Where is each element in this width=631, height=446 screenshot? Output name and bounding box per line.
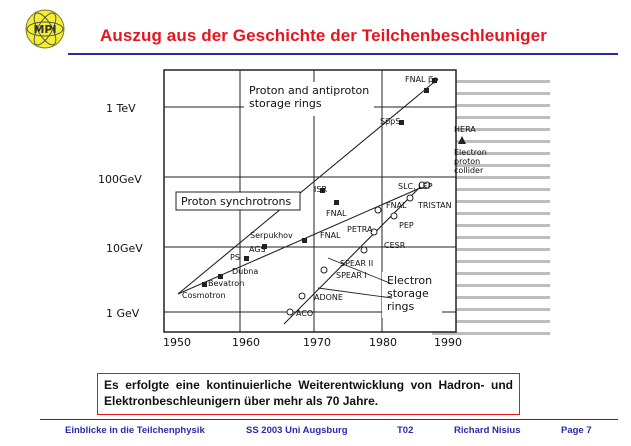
summary-callout: Es erfolgte eine kontinuierliche Weitere… [97, 373, 520, 415]
x-tick-1970: 1970 [303, 336, 331, 349]
machine-fnal-1: FNAL [326, 209, 347, 218]
machine-spps: Sp̅pS [380, 117, 400, 126]
y-tick-1tev: 1 TeV [106, 102, 136, 115]
machine-cosmotron: Cosmotron [182, 291, 226, 300]
machine-pep: PEP [399, 221, 414, 230]
footer: Einblicke in die Teilchenphysik SS 2003 … [0, 425, 631, 439]
machine-tristan: TRISTAN [417, 201, 452, 210]
machine-fnal-2: FNAL [386, 201, 407, 210]
machine-dubna: Dubna [232, 267, 258, 276]
background-text-ghost [432, 80, 550, 335]
machine-isr: ISR [314, 185, 327, 194]
y-tick-100gev: 100GeV [98, 173, 142, 186]
label-proton-synchrotrons: Proton synchrotrons [181, 195, 292, 208]
machine-ps: PS [230, 253, 240, 262]
livingston-plot-svg: 1 TeV 100GeV 10GeV 1 GeV 1950 1960 1970 … [98, 69, 550, 349]
footer-id: T02 [397, 425, 414, 436]
label-electron-storage-3: rings [387, 300, 415, 313]
machine-hera: HERA [454, 125, 476, 134]
footer-rule [40, 419, 618, 420]
y-tick-10gev: 10GeV [106, 242, 143, 255]
hera-marker [458, 136, 466, 144]
label-electron-proton-2: proton [454, 157, 480, 166]
machine-cesr: CESR [384, 241, 406, 250]
x-tick-1950: 1950 [163, 336, 191, 349]
label-proton-antiproton-2: storage rings [249, 97, 322, 110]
machine-serpukhov: Serpukhov [250, 231, 293, 240]
label-proton-antiproton-1: Proton and antiproton [249, 84, 369, 97]
machine-petra: PETRA [347, 225, 373, 234]
machine-bevatron: Bevatron [208, 279, 244, 288]
x-tick-1960: 1960 [232, 336, 260, 349]
slide-title: Auszug aus der Geschichte der Teilchenbe… [100, 26, 547, 45]
box-electron-storage [382, 272, 442, 318]
label-electron-storage-1: Electron [387, 274, 432, 287]
title-rule [68, 53, 618, 55]
machine-ags: AGS [249, 245, 266, 254]
machine-fnal-ppbar: FNAL p̅p [405, 75, 438, 84]
box-proton-antiproton [244, 82, 374, 116]
electron-markers [286, 181, 431, 316]
machine-fnal-3: FNAL [320, 231, 341, 240]
machine-spear1: SPEAR I [336, 271, 367, 280]
x-tick-1980: 1980 [369, 336, 397, 349]
machine-adone: ADONE [314, 293, 343, 302]
machine-aco: ACO [296, 309, 313, 318]
pointer-lines [317, 257, 393, 299]
machine-slc-lep: SLC, LEP [398, 182, 433, 191]
footer-author: Richard Nisius [454, 425, 521, 436]
box-proton-synchrotrons [175, 191, 301, 211]
label-electron-proton-1: Electron [454, 148, 487, 157]
x-tick-1990: 1990 [434, 336, 462, 349]
mpi-logo: MPI [25, 9, 65, 49]
footer-page: Page 7 [561, 425, 592, 436]
y-tick-1gev: 1 GeV [106, 307, 140, 320]
logo-text: MPI [33, 23, 56, 36]
machine-spear2: SPEAR II [340, 259, 373, 268]
label-electron-storage-2: storage [387, 287, 429, 300]
livingston-plot: 1 TeV 100GeV 10GeV 1 GeV 1950 1960 1970 … [92, 62, 562, 350]
label-electron-proton-3: collider [454, 166, 484, 175]
proton-markers [202, 78, 437, 287]
footer-course: Einblicke in die Teilchenphysik [65, 425, 205, 436]
footer-term: SS 2003 Uni Augsburg [246, 425, 348, 436]
